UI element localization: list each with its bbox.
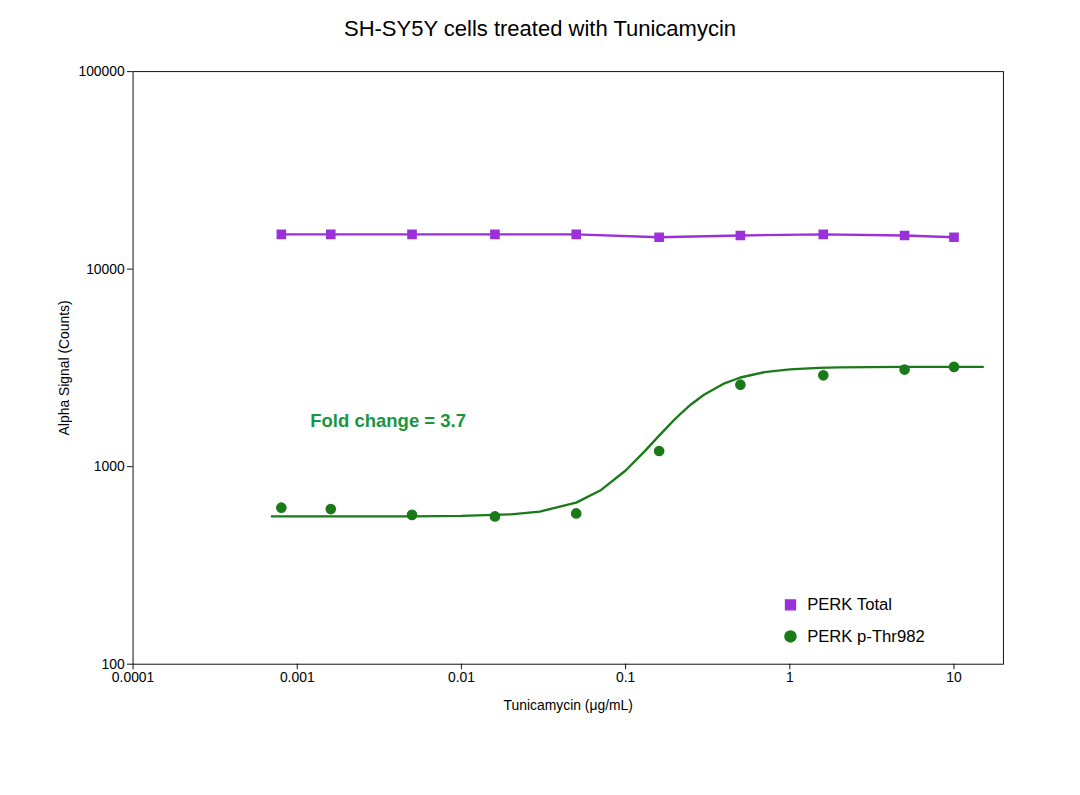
svg-text:0.1: 0.1 — [616, 669, 636, 685]
svg-text:0.01: 0.01 — [448, 669, 475, 685]
svg-text:PERK p-Thr982: PERK p-Thr982 — [807, 627, 925, 646]
svg-text:PERK Total: PERK Total — [807, 595, 892, 614]
svg-text:0.0001: 0.0001 — [112, 669, 155, 685]
svg-text:Tunicamycin (μg/mL): Tunicamycin (μg/mL) — [504, 697, 633, 713]
svg-text:Alpha Signal (Counts): Alpha Signal (Counts) — [56, 300, 72, 435]
svg-text:0.001: 0.001 — [280, 669, 315, 685]
svg-text:10000: 10000 — [86, 261, 125, 277]
html-text:SH-SY5Y cells treated with Tun: SH-SY5Y cells treated with Tunicamycin — [344, 16, 736, 41]
svg-text:10: 10 — [946, 669, 962, 685]
svg-text:1000: 1000 — [94, 458, 125, 474]
svg-text:1: 1 — [786, 669, 794, 685]
svg-text:100000: 100000 — [78, 63, 125, 79]
svg-text:100: 100 — [101, 655, 125, 672]
svg-text:Fold change = 3.7: Fold change = 3.7 — [310, 410, 466, 431]
